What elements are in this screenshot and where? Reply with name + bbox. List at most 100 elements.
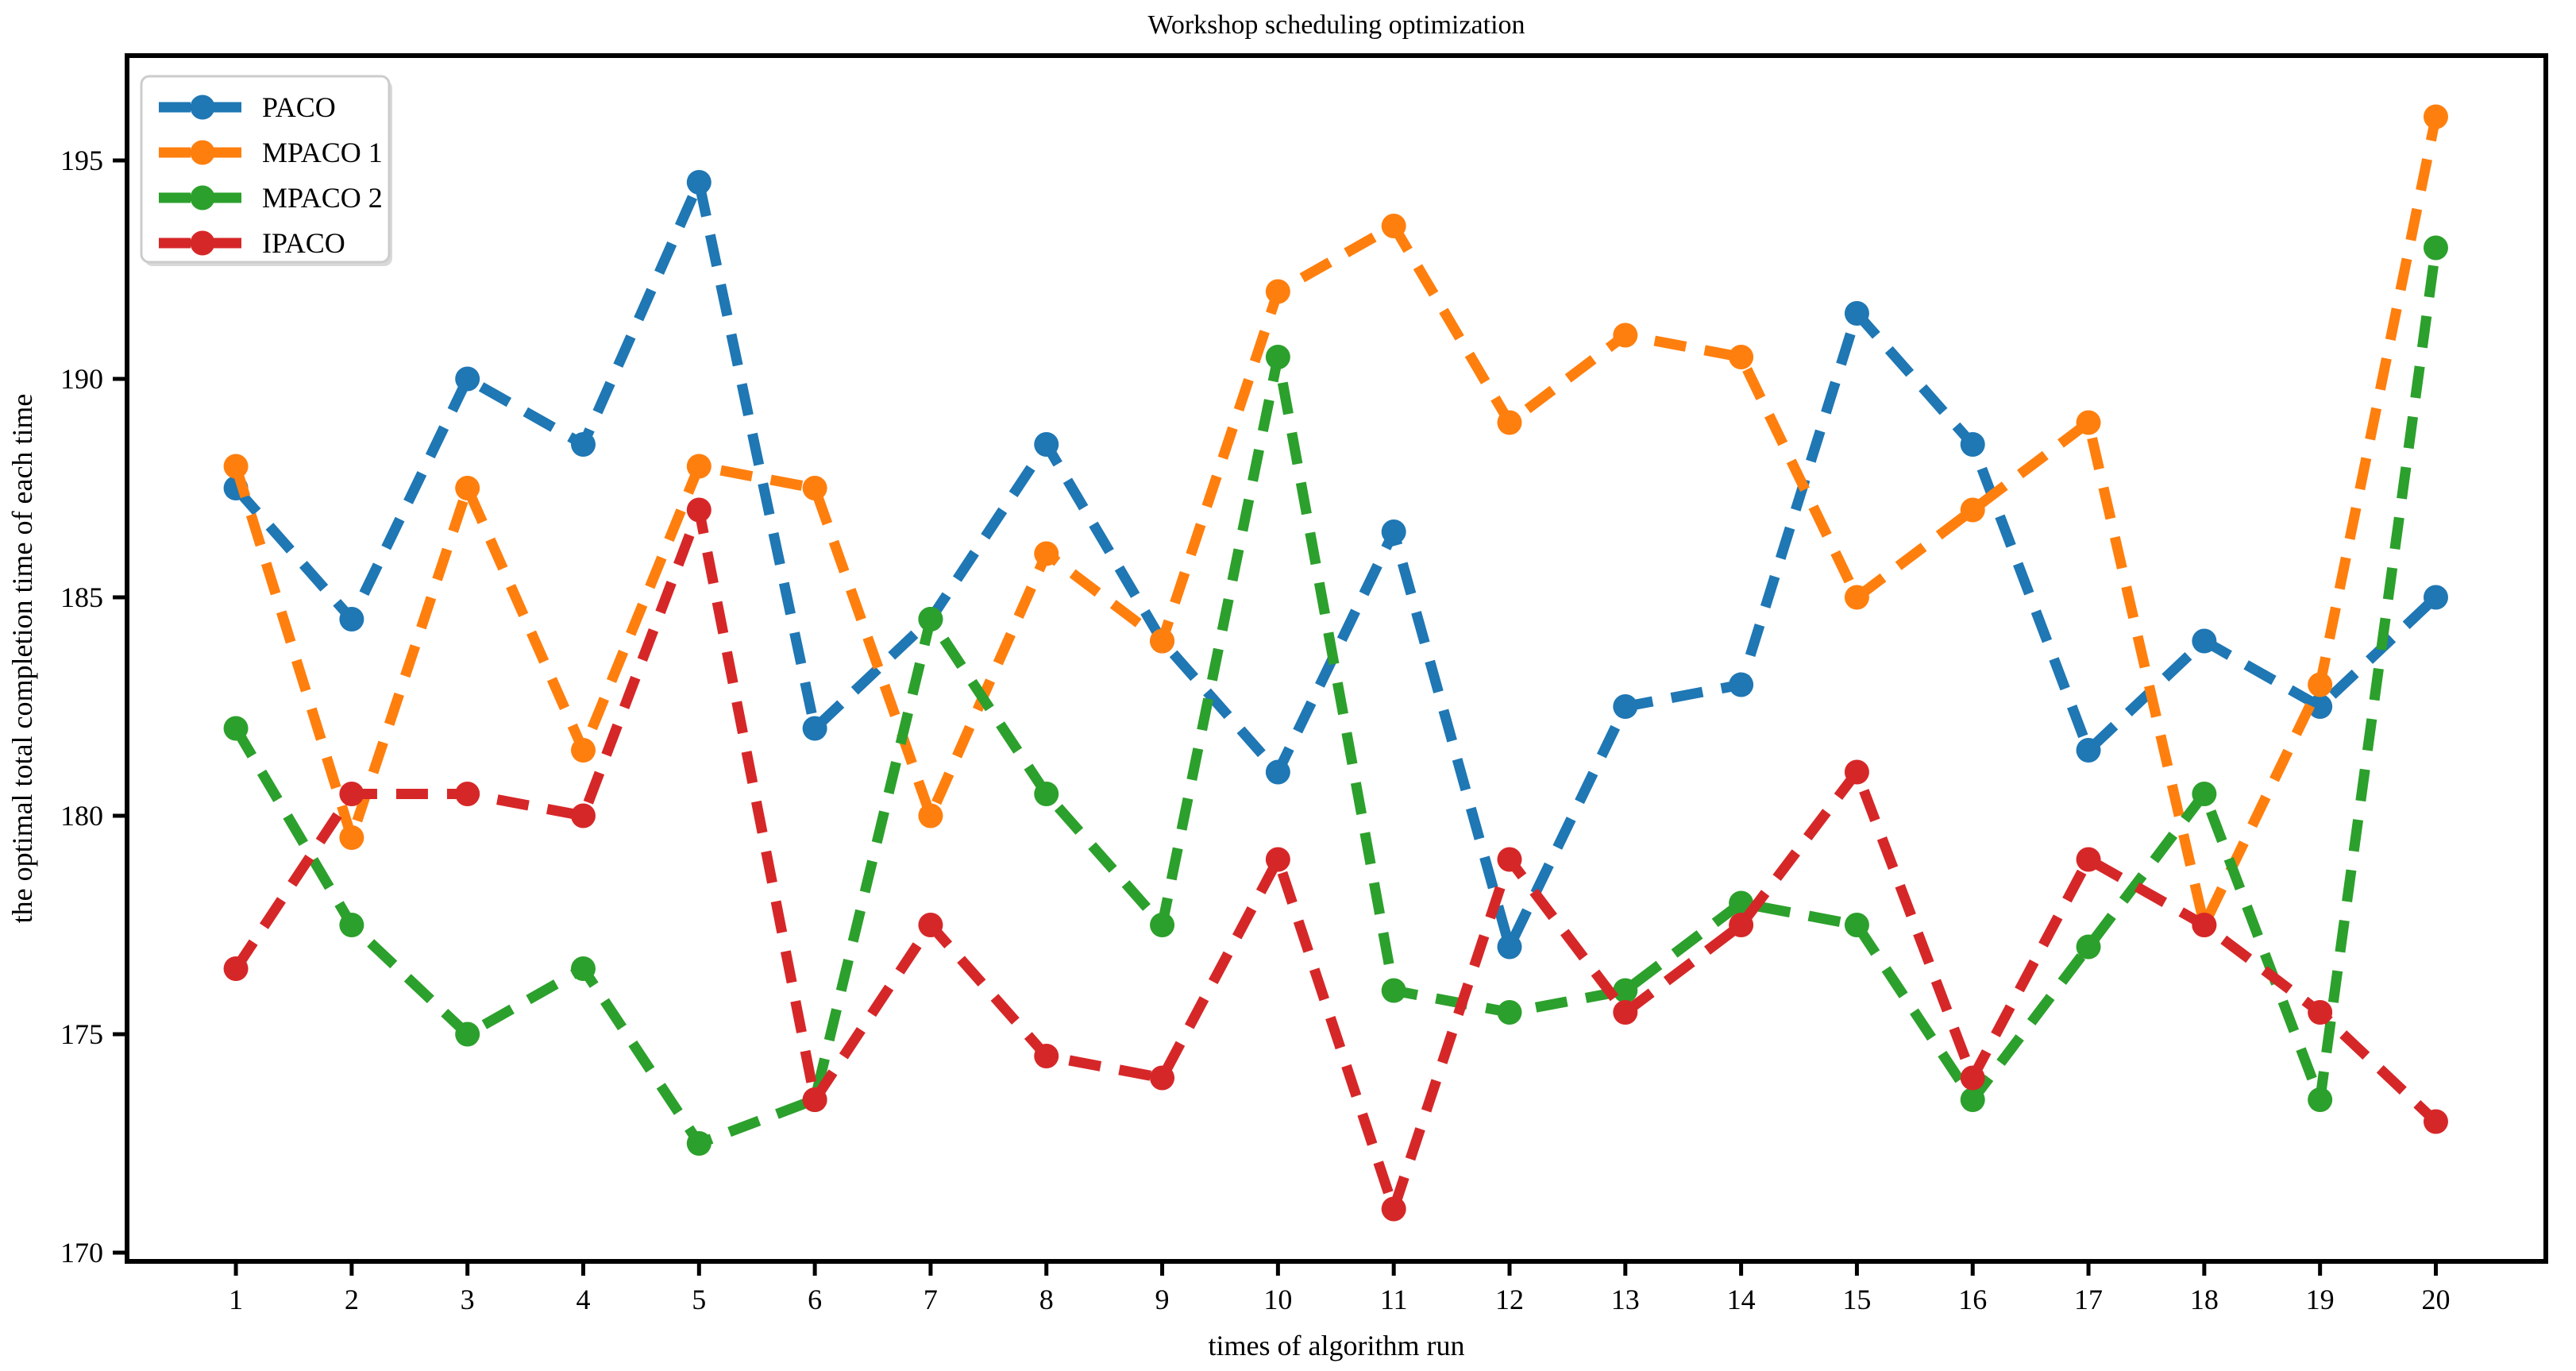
x-tick-label: 16 <box>1958 1284 1987 1315</box>
legend-marker-MPACO 1 <box>190 140 215 165</box>
data-point-MPACO 2-x13 <box>1613 978 1638 1003</box>
data-point-IPACO-x16 <box>1960 1065 1985 1091</box>
data-point-IPACO-x17 <box>2076 847 2101 872</box>
data-point-PACO-x2 <box>339 607 364 631</box>
x-tick-label: 12 <box>1495 1284 1524 1315</box>
axes-spines <box>125 53 2548 1264</box>
legend-label-PACO: PACO <box>262 91 336 123</box>
data-point-PACO-x8 <box>1034 432 1059 457</box>
legend-label-IPACO: IPACO <box>262 227 345 259</box>
x-tick-label: 1 <box>229 1284 243 1315</box>
data-point-MPACO 2-x1 <box>223 716 249 741</box>
data-point-MPACO 2-x15 <box>1844 913 1869 937</box>
data-point-MPACO 2-x17 <box>2076 934 2101 960</box>
x-tick-label: 19 <box>2306 1284 2335 1315</box>
data-point-MPACO 2-x2 <box>339 913 364 937</box>
data-point-MPACO 2-x12 <box>1497 1000 1522 1025</box>
data-point-MPACO 2-x4 <box>570 956 596 981</box>
data-point-MPACO 2-x7 <box>918 607 943 631</box>
x-tick-label: 18 <box>2190 1284 2219 1315</box>
x-tick-label: 7 <box>924 1284 938 1315</box>
x-tick-label: 3 <box>461 1284 475 1315</box>
data-point-PACO-x17 <box>2076 738 2101 763</box>
y-tick-label: 190 <box>60 363 103 395</box>
data-point-IPACO-x6 <box>802 1087 827 1112</box>
data-point-MPACO 1-x17 <box>2076 410 2101 435</box>
data-point-IPACO-x10 <box>1265 847 1290 872</box>
data-point-IPACO-x4 <box>570 803 596 828</box>
data-point-MPACO 2-x8 <box>1034 782 1059 806</box>
data-point-IPACO-x20 <box>2423 1109 2448 1134</box>
data-point-MPACO 1-x13 <box>1613 322 1638 348</box>
data-point-PACO-x14 <box>1729 672 1754 697</box>
data-point-IPACO-x12 <box>1497 847 1522 872</box>
legend-marker-IPACO <box>190 230 215 256</box>
x-tick-label: 17 <box>2074 1284 2103 1315</box>
data-point-MPACO 1-x6 <box>802 476 827 500</box>
y-tick-label: 185 <box>60 581 103 613</box>
data-point-MPACO 1-x2 <box>339 825 364 850</box>
data-point-MPACO 2-x18 <box>2192 782 2217 806</box>
data-point-MPACO 2-x16 <box>1960 1087 1985 1112</box>
data-point-PACO-x4 <box>570 432 596 457</box>
legend-box <box>140 75 391 264</box>
x-tick-label: 6 <box>808 1284 822 1315</box>
data-point-IPACO-x14 <box>1729 913 1754 937</box>
data-point-PACO-x13 <box>1613 694 1638 719</box>
data-point-IPACO-x7 <box>918 913 943 937</box>
data-point-IPACO-x9 <box>1150 1065 1175 1091</box>
y-tick-label: 195 <box>60 145 103 176</box>
data-point-PACO-x11 <box>1381 519 1406 544</box>
data-point-IPACO-x11 <box>1381 1196 1406 1222</box>
x-tick-label: 20 <box>2421 1284 2450 1315</box>
data-point-MPACO 1-x16 <box>1960 497 1985 523</box>
chart-title: Workshop scheduling optimization <box>1147 10 1525 40</box>
data-point-IPACO-x18 <box>2192 913 2217 937</box>
data-point-IPACO-x3 <box>455 782 480 806</box>
data-point-MPACO 1-x1 <box>223 454 249 479</box>
data-point-MPACO 1-x7 <box>918 803 943 828</box>
data-point-MPACO 2-x20 <box>2423 235 2448 261</box>
series-line-IPACO <box>231 504 2439 1215</box>
data-point-PACO-x3 <box>455 366 480 392</box>
data-point-MPACO 2-x10 <box>1265 345 1290 369</box>
data-point-MPACO 1-x19 <box>2308 672 2333 697</box>
legend-label-MPACO 2: MPACO 2 <box>262 182 383 214</box>
data-point-MPACO 1-x9 <box>1150 628 1175 654</box>
data-point-IPACO-x8 <box>1034 1044 1059 1068</box>
x-tick-label: 15 <box>1842 1284 1871 1315</box>
data-point-MPACO 1-x8 <box>1034 541 1059 566</box>
data-point-MPACO 1-x20 <box>2423 104 2448 129</box>
x-tick-label: 5 <box>692 1284 706 1315</box>
data-point-IPACO-x13 <box>1613 1000 1638 1025</box>
data-point-MPACO 2-x5 <box>686 1131 711 1156</box>
data-point-PACO-x16 <box>1960 432 1985 457</box>
x-tick-label: 8 <box>1039 1284 1054 1315</box>
x-tick-label: 11 <box>1380 1284 1408 1315</box>
data-point-MPACO 2-x19 <box>2308 1087 2333 1112</box>
data-point-PACO-x6 <box>802 716 827 741</box>
x-tick-label: 9 <box>1155 1284 1170 1315</box>
x-axis-label: times of algorithm run <box>1209 1330 1465 1361</box>
data-point-PACO-x18 <box>2192 628 2217 654</box>
x-tick-label: 4 <box>576 1284 590 1315</box>
y-tick-label: 170 <box>60 1237 103 1269</box>
data-point-PACO-x12 <box>1497 934 1522 960</box>
data-point-MPACO 1-x11 <box>1381 214 1406 238</box>
data-point-MPACO 1-x12 <box>1497 410 1522 435</box>
data-point-MPACO 1-x4 <box>570 738 596 763</box>
y-tick-label: 180 <box>60 800 103 832</box>
legend-marker-MPACO 2 <box>190 185 215 210</box>
data-point-PACO-x10 <box>1265 759 1290 785</box>
series-line-MPACO 2 <box>231 247 2441 1149</box>
data-point-MPACO 2-x11 <box>1381 978 1406 1003</box>
data-point-IPACO-x5 <box>686 497 711 523</box>
data-point-MPACO 2-x3 <box>455 1021 480 1047</box>
data-point-IPACO-x19 <box>2308 1000 2333 1025</box>
legend-label-MPACO 1: MPACO 1 <box>262 137 383 168</box>
data-point-PACO-x19 <box>2308 694 2333 719</box>
data-point-IPACO-x15 <box>1844 759 1869 785</box>
data-point-PACO-x5 <box>686 170 711 195</box>
x-tick-label: 13 <box>1611 1284 1640 1315</box>
